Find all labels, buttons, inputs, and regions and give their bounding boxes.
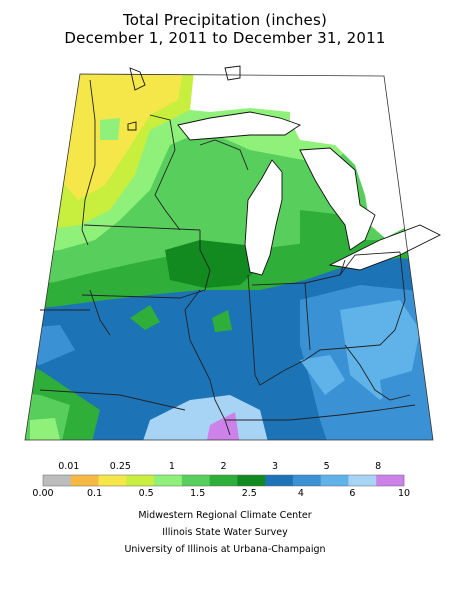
legend-bottom-label: 1.5 [190,488,206,499]
legend-top-label: 8 [375,461,382,472]
map-date-range: December 1, 2011 to December 31, 2011 [64,29,386,47]
legend-swatch-12 [376,475,405,486]
legend-colorbar [42,474,405,487]
legend-swatch-6 [209,475,238,486]
precip-zone-yellow [60,74,185,200]
legend-swatch-7 [237,475,266,486]
precip-zone-lightblue-ky [300,355,345,395]
legend-swatch-4 [154,475,183,486]
legend-top-label: 5 [323,461,330,472]
precip-zone-green-island [130,305,160,330]
legend-bottom-label: 4 [297,488,304,499]
legend-bottom-label: 6 [349,488,356,499]
precip-zone-purple [205,412,240,440]
precip-zone-darkgreen [165,240,262,288]
legend-bottom-label: 0.1 [87,488,103,499]
precip-zone-green-island-2 [212,310,232,332]
legend-top-label: 2 [220,461,227,472]
legend-swatch-11 [348,475,377,486]
legend-bottom-label: 0.00 [32,488,54,499]
credit-isws: Illinois State Water Survey [162,527,288,538]
lake-huron [300,148,375,250]
precip-zone-lightgreen-sw [30,418,60,440]
legend-top-label: 0.01 [58,461,80,472]
state-boundaries [39,79,416,436]
map-domain-border [24,73,434,441]
legend-swatch-9 [292,475,321,486]
legend-top-label: 1 [168,461,175,472]
legend-swatch-2 [98,475,127,486]
legend-swatch-10 [320,475,349,486]
credit-mrcc: Midwestern Regional Climate Center [138,510,312,521]
lake-superior [178,112,300,140]
legend-border [42,474,405,487]
precipitation-fill [25,74,433,440]
credit-uiuc: University of Illinois at Urbana-Champai… [124,544,326,555]
legend-top-label: 0.25 [109,461,131,472]
legend-swatch-3 [126,475,155,486]
precip-zone-lightgreen-spot [100,118,120,140]
legend-swatch-1 [70,475,99,486]
legend-swatch-8 [265,475,294,486]
legend-top-label: 3 [272,461,279,472]
legend-swatch-0 [43,475,72,486]
legend-bottom-label: 2.5 [241,488,257,499]
legend-swatch-5 [181,475,210,486]
legend-bottom-label: 0.5 [138,488,154,499]
lake-shorelines [127,65,442,276]
canada-region-west [190,74,290,112]
lake-michigan [245,160,282,275]
map-title: Total Precipitation (inches) [122,11,328,29]
legend-bottom-label: 10 [397,488,411,499]
